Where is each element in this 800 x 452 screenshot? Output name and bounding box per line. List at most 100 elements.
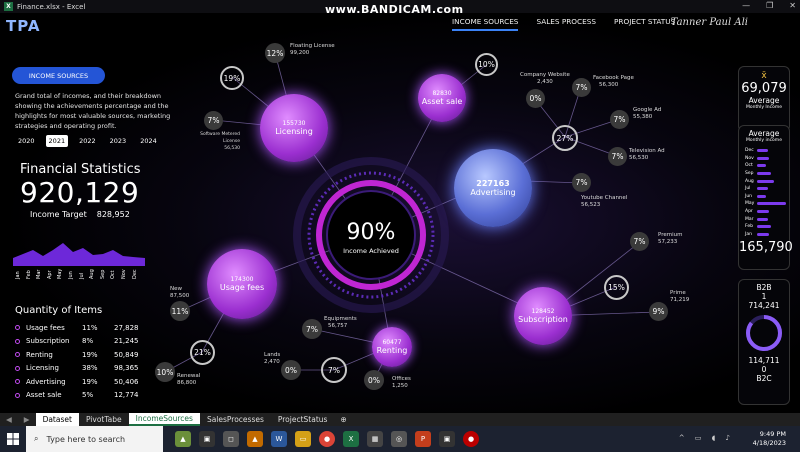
achieved-pct: 90% [346,220,396,245]
month-bar [757,179,774,183]
minimize-button[interactable]: — [742,1,751,10]
list-item: Asset sale 5% 12,774 [15,389,144,403]
item-value: 27,828 [114,323,139,332]
bubble-renting[interactable]: 60477 Renting [372,327,412,367]
top-nav: INCOME SOURCES SALES PROCESS PROJECT STA… [452,17,675,31]
financial-statistics-title: Financial Statistics [20,162,141,177]
income-target: Income Target 828,952 [20,210,130,219]
year-2021[interactable]: 2021 [45,135,69,147]
pct-badge: 21% [190,340,215,365]
tab-salesprocesses[interactable]: SalesProcesses [206,415,264,424]
bubble-subscription[interactable]: 128452 Subscription [514,287,572,345]
window-title: Finance.xlsx - Excel [17,2,86,11]
bubble-usage-fees[interactable]: 174300 Usage fees [207,249,277,319]
bullet-icon [15,392,20,398]
month-bar [757,164,766,168]
pct-badge: 0% [281,360,301,380]
nav-project-status[interactable]: PROJECT STATUS [614,17,676,26]
tab-projectstatus[interactable]: ProjectStatus [277,415,328,424]
month-label: Sep [745,171,754,177]
year-2020[interactable]: 2020 [18,137,35,145]
pct-badge: 7% [630,232,649,251]
powerpoint-icon[interactable]: P [415,431,431,447]
month-label: Apr [745,209,753,215]
task-view-icon[interactable]: ▣ [199,431,215,447]
bubble-advertising[interactable]: 227163 Advertising [454,149,532,227]
b2c-count: 0 [761,365,767,374]
label-google-ad: Google Ad 55,380 [633,107,662,120]
word-icon[interactable]: W [271,431,287,447]
item-name: Subscription [26,337,70,346]
label-equipments: Equipments 56,757 [324,316,357,329]
month-label: Jun [745,193,753,199]
achieved-label: Income Achieved [343,247,399,255]
month-label: Jul [745,186,751,192]
landscape-icon[interactable]: ▲ [175,431,191,447]
excel-icon[interactable]: X [343,431,359,447]
average-label: Average [748,96,780,105]
total-income: 920,129 [20,176,140,209]
label-software-license: Software Metered License 56,530 [200,132,240,151]
add-sheet-icon[interactable]: ⊕ [340,415,347,424]
tab-dataset[interactable]: Dataset [35,413,79,426]
year-2024[interactable]: 2024 [140,137,157,145]
target-label: Income Target [30,210,87,219]
next-sheet-icon[interactable]: ▶ [23,415,30,424]
average-sub: Monthly Income [745,105,782,110]
average-income-card: x̄ 69,079 Average Monthly Income [738,66,790,132]
label-youtube-channel: Youtube Channel 56,523 [581,195,628,208]
label-offices: Offices 1,250 [392,376,411,389]
bubble-asset-sale[interactable]: 82830 Asset sale [418,74,466,122]
record-icon[interactable]: ● [463,431,479,447]
label-prime: Prime 71,219 [670,290,690,303]
app-icon[interactable]: ◻ [223,431,239,447]
item-value: 50,849 [114,350,139,359]
signature: Tanner Paul Ali [670,17,748,28]
target-value: 828,952 [96,210,130,219]
tab-incomesources[interactable]: IncomeSources [128,413,200,426]
month-bar [757,187,768,191]
item-name: Licensing [26,364,59,373]
app-icon[interactable]: ▦ [367,431,383,447]
system-tray[interactable]: ^ ▭ ◖ ♪ [678,434,734,442]
taskbar-search[interactable]: ⌕ Type here to search [26,426,163,452]
monthly-average-card: Average Monthly income Dec Nov Oct Sep Aug Ju… [738,125,793,270]
app-icon[interactable]: ◎ [391,431,407,447]
chrome-icon[interactable]: ● [319,431,335,447]
month-bar [757,217,768,221]
app-icon[interactable]: ▣ [439,431,455,447]
maximize-button[interactable]: ❐ [766,1,774,10]
windows-start-icon[interactable] [0,433,26,445]
month-bar-row: Oct [745,162,789,170]
nav-sales-process[interactable]: SALES PROCESS [536,17,597,26]
title-bar: X Finance.xlsx - Excel — ❐ ✕ [0,0,800,13]
month-label: Jan [745,231,752,237]
month-bar-row: Jun [745,193,789,201]
item-value: 50,406 [114,377,139,386]
bubble-licensing[interactable]: 155730 Licensing [260,94,328,162]
month-label: Nov [745,155,754,161]
clock[interactable]: 9:49 PM 4/18/2023 [753,430,786,448]
average-sub: Monthly income [746,138,782,143]
month-bar-row: May [745,200,789,208]
date: 4/18/2023 [752,439,786,447]
bubble-value: 227163 [476,179,510,188]
income-sources-button[interactable]: INCOME SOURCES [12,67,105,84]
month-label: Oct [745,163,753,169]
b2b-value: 714,241 [748,301,780,310]
month-bar [757,194,766,198]
month-bar-row: Nov [745,155,789,163]
search-placeholder: Type here to search [46,434,126,444]
bubble-value: 82830 [432,90,452,97]
year-2023[interactable]: 2023 [109,137,127,145]
vlc-icon[interactable]: ▲ [247,431,263,447]
item-name: Renting [26,350,53,359]
file-explorer-icon[interactable]: ▭ [295,431,311,447]
prev-sheet-icon[interactable]: ◀ [6,415,12,424]
nav-income-sources[interactable]: INCOME SOURCES [452,17,519,31]
month-bar-row: Aug [745,177,789,185]
tab-pivottabe[interactable]: PivotTabe [85,415,122,424]
month-bar-row: Sep [745,170,789,178]
year-2022[interactable]: 2022 [79,137,96,145]
close-button[interactable]: ✕ [789,1,796,10]
